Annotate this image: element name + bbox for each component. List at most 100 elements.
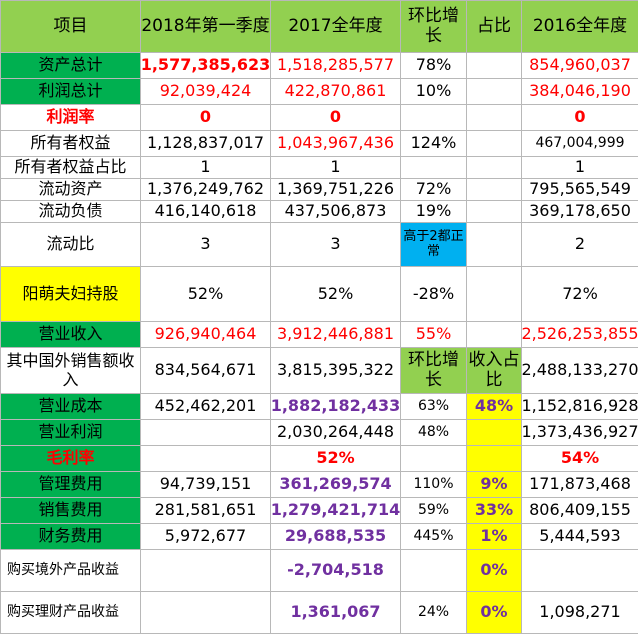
cell-current-assets-q1[interactable]: 1,376,249,762	[141, 179, 271, 201]
row-label-overseas-product-income[interactable]: 购买境外产品收益	[1, 550, 141, 592]
cell-founder-shares-2017[interactable]: 52%	[271, 267, 401, 322]
header-2018q1[interactable]: 2018年第一季度	[141, 1, 271, 53]
cell-equity-ratio-2017[interactable]: 1	[271, 157, 401, 179]
cell-equity-ratio-q1[interactable]: 1	[141, 157, 271, 179]
cell-revenue-ratio[interactable]	[467, 322, 522, 348]
cell-equity-ratio-ratio[interactable]	[467, 157, 522, 179]
cell-total-profit-2017[interactable]: 422,870,861	[271, 79, 401, 105]
cell-total-profit-2016[interactable]: 384,046,190	[522, 79, 638, 105]
cell-profit-margin-2016[interactable]: 0	[522, 105, 638, 131]
row-label-current-ratio[interactable]: 流动比	[1, 223, 141, 267]
cell-sales-expense-growth[interactable]: 59%	[401, 498, 467, 524]
cell-total-profit-q1[interactable]: 92,039,424	[141, 79, 271, 105]
cell-total-profit-ratio[interactable]	[467, 79, 522, 105]
cell-overseas-revenue-2017[interactable]: 3,815,395,322	[271, 348, 401, 394]
cell-operating-profit-2016[interactable]: 1,373,436,927	[522, 420, 638, 446]
cell-founder-shares-q1[interactable]: 52%	[141, 267, 271, 322]
cell-current-ratio-ratio[interactable]	[467, 223, 522, 267]
cell-overseas-revenue-2016[interactable]: 2,488,133,270	[522, 348, 638, 394]
cell-gross-margin-q1[interactable]	[141, 446, 271, 472]
cell-financial-expense-growth[interactable]: 445%	[401, 524, 467, 550]
cell-current-ratio-2016[interactable]: 2	[522, 223, 638, 267]
row-label-total-profit[interactable]: 利润总计	[1, 79, 141, 105]
cell-sales-expense-2016[interactable]: 806,409,155	[522, 498, 638, 524]
cell-admin-expense-2017[interactable]: 361,269,574	[271, 472, 401, 498]
header-2017[interactable]: 2017全年度	[271, 1, 401, 53]
cell-current-assets-2017[interactable]: 1,369,751,226	[271, 179, 401, 201]
cell-sales-expense-ratio[interactable]: 33%	[467, 498, 522, 524]
cell-current-liabilities-2016[interactable]: 369,178,650	[522, 201, 638, 223]
cell-total-assets-2017[interactable]: 1,518,285,577	[271, 53, 401, 79]
cell-operating-profit-q1[interactable]	[141, 420, 271, 446]
cell-owners-equity-q1[interactable]: 1,128,837,017	[141, 131, 271, 157]
cell-financial-expense-2016[interactable]: 5,444,593	[522, 524, 638, 550]
cell-overseas-product-income-growth[interactable]	[401, 550, 467, 592]
subheader-revenue-ratio[interactable]: 收入占比	[467, 348, 522, 394]
cell-overseas-revenue-q1[interactable]: 834,564,671	[141, 348, 271, 394]
cell-total-profit-growth[interactable]: 10%	[401, 79, 467, 105]
header-2016[interactable]: 2016全年度	[522, 1, 638, 53]
row-label-revenue[interactable]: 营业收入	[1, 322, 141, 348]
cell-operating-cost-growth[interactable]: 63%	[401, 394, 467, 420]
row-label-owners-equity[interactable]: 所有者权益	[1, 131, 141, 157]
cell-founder-shares-growth[interactable]: -28%	[401, 267, 467, 322]
cell-current-ratio-q1[interactable]: 3	[141, 223, 271, 267]
cell-revenue-growth[interactable]: 55%	[401, 322, 467, 348]
cell-current-liabilities-ratio[interactable]	[467, 201, 522, 223]
cell-current-assets-ratio[interactable]	[467, 179, 522, 201]
cell-founder-shares-ratio[interactable]	[467, 267, 522, 322]
row-label-wealth-product-income[interactable]: 购买理财产品收益	[1, 592, 141, 634]
cell-operating-cost-ratio[interactable]: 48%	[467, 394, 522, 420]
row-label-total-assets[interactable]: 资产总计	[1, 53, 141, 79]
row-label-current-assets[interactable]: 流动资产	[1, 179, 141, 201]
cell-financial-expense-ratio[interactable]: 1%	[467, 524, 522, 550]
cell-owners-equity-growth[interactable]: 124%	[401, 131, 467, 157]
cell-owners-equity-2016[interactable]: 467,004,999	[522, 131, 638, 157]
cell-gross-margin-ratio[interactable]	[467, 446, 522, 472]
header-item[interactable]: 项目	[1, 1, 141, 53]
cell-gross-margin-2017[interactable]: 52%	[271, 446, 401, 472]
cell-equity-ratio-2016[interactable]: 1	[522, 157, 638, 179]
row-label-equity-ratio[interactable]: 所有者权益占比	[1, 157, 141, 179]
row-label-founder-shares[interactable]: 阳萌夫妇持股	[1, 267, 141, 322]
cell-admin-expense-ratio[interactable]: 9%	[467, 472, 522, 498]
cell-overseas-product-income-q1[interactable]	[141, 550, 271, 592]
cell-current-ratio-2017[interactable]: 3	[271, 223, 401, 267]
cell-profit-margin-growth[interactable]	[401, 105, 467, 131]
cell-admin-expense-q1[interactable]: 94,739,151	[141, 472, 271, 498]
cell-admin-expense-2016[interactable]: 171,873,468	[522, 472, 638, 498]
cell-gross-margin-2016[interactable]: 54%	[522, 446, 638, 472]
cell-current-ratio-note[interactable]: 高于2都正常	[401, 223, 467, 267]
row-label-current-liabilities[interactable]: 流动负债	[1, 201, 141, 223]
cell-operating-cost-q1[interactable]: 452,462,201	[141, 394, 271, 420]
cell-operating-cost-2017[interactable]: 1,882,182,433	[271, 394, 401, 420]
cell-overseas-product-income-ratio[interactable]: 0%	[467, 550, 522, 592]
cell-equity-ratio-growth[interactable]	[401, 157, 467, 179]
row-label-sales-expense[interactable]: 销售费用	[1, 498, 141, 524]
cell-wealth-product-income-2016[interactable]: 1,098,271	[522, 592, 638, 634]
cell-current-liabilities-q1[interactable]: 416,140,618	[141, 201, 271, 223]
cell-financial-expense-2017[interactable]: 29,688,535	[271, 524, 401, 550]
row-label-operating-cost[interactable]: 营业成本	[1, 394, 141, 420]
cell-profit-margin-ratio[interactable]	[467, 105, 522, 131]
cell-total-assets-ratio[interactable]	[467, 53, 522, 79]
row-label-operating-profit[interactable]: 营业利润	[1, 420, 141, 446]
cell-profit-margin-2017[interactable]: 0	[271, 105, 401, 131]
cell-current-assets-growth[interactable]: 72%	[401, 179, 467, 201]
cell-total-assets-2016[interactable]: 854,960,037	[522, 53, 638, 79]
cell-profit-margin-q1[interactable]: 0	[141, 105, 271, 131]
cell-revenue-q1[interactable]: 926,940,464	[141, 322, 271, 348]
cell-revenue-2016[interactable]: 2,526,253,855	[522, 322, 638, 348]
cell-owners-equity-2017[interactable]: 1,043,967,436	[271, 131, 401, 157]
cell-overseas-product-income-2017[interactable]: -2,704,518	[271, 550, 401, 592]
cell-financial-expense-q1[interactable]: 5,972,677	[141, 524, 271, 550]
cell-sales-expense-q1[interactable]: 281,581,651	[141, 498, 271, 524]
row-label-profit-margin[interactable]: 利润率	[1, 105, 141, 131]
cell-current-liabilities-2017[interactable]: 437,506,873	[271, 201, 401, 223]
cell-operating-cost-2016[interactable]: 1,152,816,928	[522, 394, 638, 420]
cell-sales-expense-2017[interactable]: 1,279,421,714	[271, 498, 401, 524]
cell-total-assets-growth[interactable]: 78%	[401, 53, 467, 79]
cell-revenue-2017[interactable]: 3,912,446,881	[271, 322, 401, 348]
cell-wealth-product-income-q1[interactable]	[141, 592, 271, 634]
cell-wealth-product-income-ratio[interactable]: 0%	[467, 592, 522, 634]
